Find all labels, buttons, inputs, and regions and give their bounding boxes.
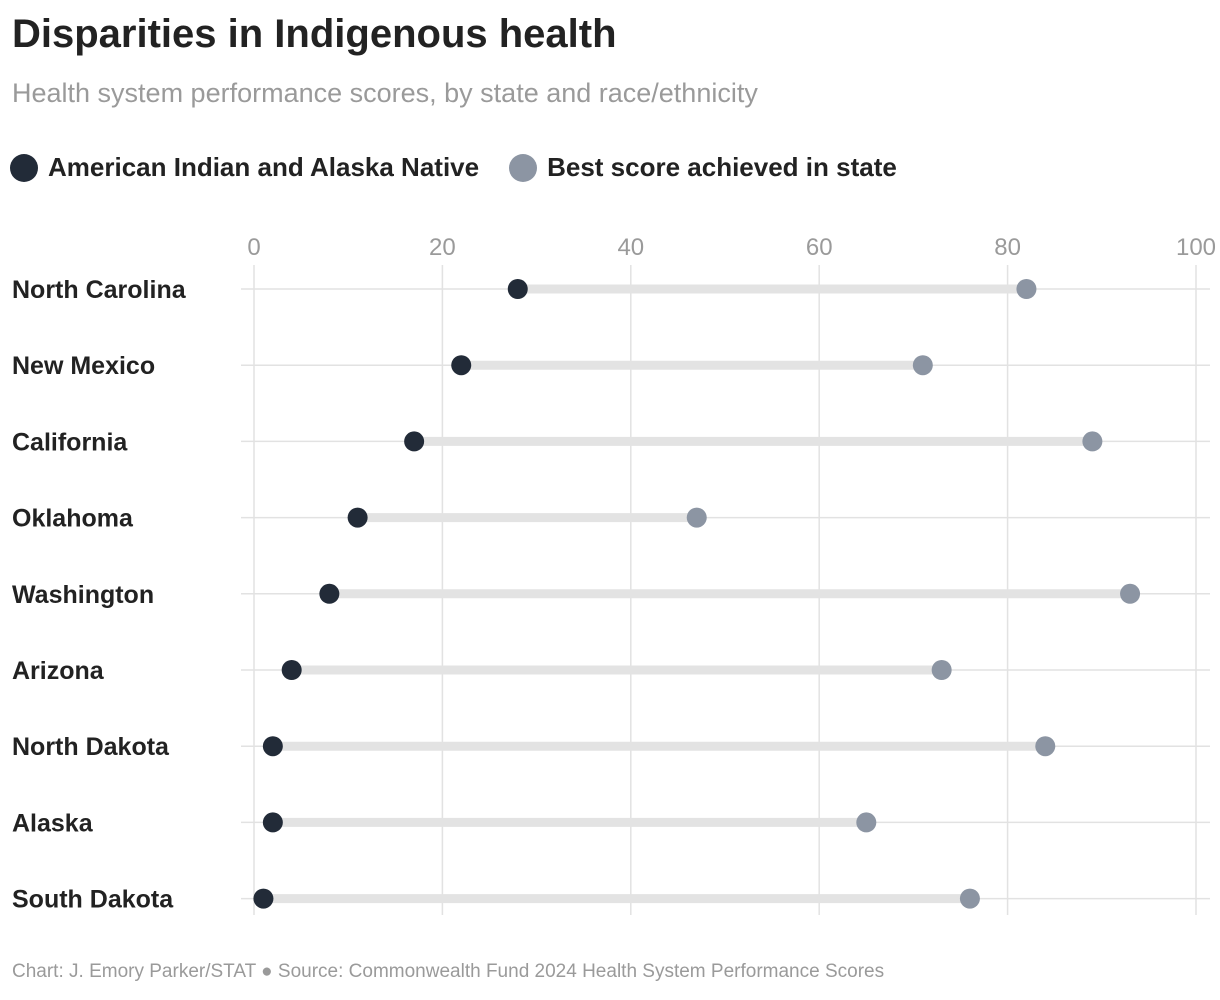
legend-dot-best — [509, 153, 538, 182]
legend-item-aian: American Indian and Alaska Native — [10, 152, 479, 183]
best-score-point — [931, 660, 952, 680]
category-label: South Dakota — [12, 886, 174, 914]
legend-item-best: Best score achieved in state — [509, 152, 897, 183]
legend: American Indian and Alaska Native Best s… — [10, 152, 927, 183]
category-label: Alaska — [12, 809, 94, 837]
category-label: North Carolina — [12, 276, 187, 304]
legend-dot-aian — [10, 153, 38, 182]
legend-label-best: Best score achieved in state — [547, 152, 897, 182]
best-score-point — [1082, 431, 1103, 452]
category-label: California — [12, 428, 128, 456]
aian-score-point — [451, 355, 472, 376]
category-label: North Dakota — [12, 733, 170, 761]
x-tick-label: 100 — [1176, 234, 1216, 261]
best-score-point — [1035, 736, 1056, 757]
category-label: Arizona — [12, 657, 105, 685]
aian-score-point — [347, 507, 368, 528]
aian-score-point — [507, 279, 528, 299]
x-tick-label: 60 — [806, 234, 833, 261]
chart-footer: Chart: J. Emory Parker/STAT ● Source: Co… — [12, 961, 885, 982]
x-tick-label: 40 — [617, 234, 644, 261]
category-label: Oklahoma — [12, 505, 134, 533]
aian-score-point — [319, 583, 340, 604]
legend-label-aian: American Indian and Alaska Native — [48, 152, 480, 182]
aian-score-point — [262, 736, 283, 757]
aian-score-point — [253, 888, 274, 909]
aian-score-point — [404, 431, 425, 452]
category-label: Washington — [12, 581, 154, 609]
chart-title: Disparities in Indigenous health — [12, 12, 617, 56]
best-score-point — [1120, 583, 1141, 604]
x-tick-label: 20 — [429, 234, 456, 261]
best-score-point — [856, 812, 877, 833]
best-score-point — [1016, 279, 1037, 299]
best-score-point — [912, 355, 933, 376]
aian-score-point — [262, 812, 283, 833]
category-label: New Mexico — [12, 352, 155, 380]
aian-score-point — [281, 660, 302, 680]
chart-subtitle: Health system performance scores, by sta… — [12, 78, 758, 108]
best-score-point — [686, 507, 707, 528]
best-score-point — [959, 888, 980, 909]
x-tick-label: 0 — [247, 234, 260, 261]
x-tick-label: 80 — [994, 234, 1021, 261]
dumbbell-chart: 0 20 40 60 80 100 North Carolina New Mexico Cali… — [12, 234, 1216, 915]
